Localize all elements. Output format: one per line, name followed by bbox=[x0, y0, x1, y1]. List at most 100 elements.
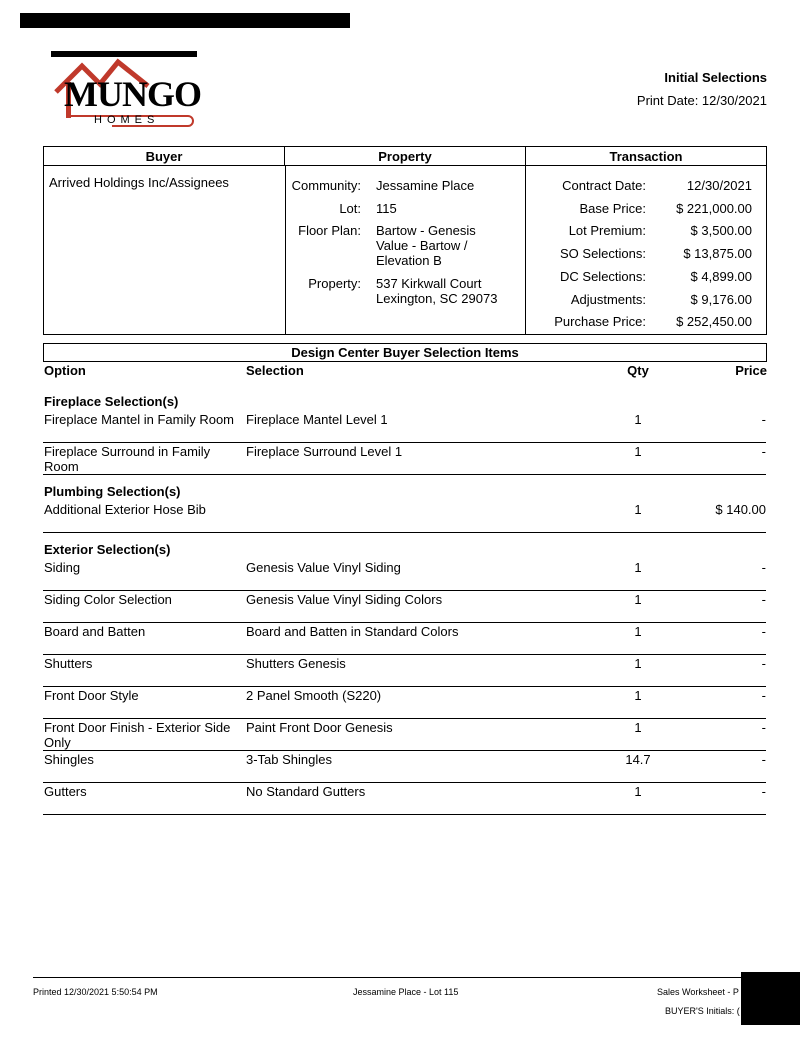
price-cell: - bbox=[761, 784, 766, 799]
buyer-header: Buyer bbox=[44, 147, 285, 166]
transaction-label: Adjustments: bbox=[570, 291, 646, 307]
selection-cell: Genesis Value Vinyl Siding Colors bbox=[246, 592, 443, 607]
qty-cell: 1 bbox=[634, 560, 642, 575]
house-roof-icon bbox=[54, 58, 194, 127]
transaction-label: DC Selections: bbox=[560, 268, 646, 284]
transaction-value: $ 13,875.00 bbox=[683, 246, 752, 262]
price-cell: - bbox=[761, 624, 766, 639]
column-divider bbox=[525, 166, 526, 334]
section-title: Fireplace Selection(s) bbox=[44, 394, 179, 409]
community-value: Jessamine Place bbox=[376, 178, 475, 193]
option-cell: Gutters bbox=[44, 784, 87, 799]
price-cell: - bbox=[761, 444, 766, 459]
logo-text: MUNGO bbox=[64, 74, 202, 114]
footer-right: Sales Worksheet - P bbox=[657, 987, 739, 997]
option-cell: Fireplace Mantel in Family Room bbox=[44, 412, 235, 427]
transaction-value: $ 3,500.00 bbox=[690, 223, 752, 239]
price-cell: - bbox=[761, 592, 766, 607]
footer-divider bbox=[33, 977, 773, 978]
qty-cell: 1 bbox=[634, 720, 642, 735]
option-cell: Front Door Style bbox=[44, 688, 139, 703]
price-cell: - bbox=[761, 688, 766, 703]
property-header: Property bbox=[285, 147, 526, 166]
price-cell: - bbox=[761, 752, 766, 767]
design-center-title: Design Center Buyer Selection Items bbox=[43, 343, 767, 362]
price-cell: $ 140.00 bbox=[715, 502, 766, 517]
section-heading: Exterior Selection(s) bbox=[43, 533, 766, 559]
table-row: Siding Color Selection Genesis Value Vin… bbox=[43, 591, 766, 623]
option-cell: Fireplace Surround in Family Room bbox=[44, 444, 211, 474]
selection-cell: Paint Front Door Genesis bbox=[246, 720, 393, 735]
qty-cell: 14.7 bbox=[625, 752, 651, 767]
price-cell: - bbox=[761, 412, 766, 427]
transaction-label: SO Selections: bbox=[560, 246, 646, 262]
selection-cell: No Standard Gutters bbox=[246, 784, 366, 799]
section-heading: Fireplace Selection(s) bbox=[43, 385, 766, 411]
option-cell: Shingles bbox=[44, 752, 94, 767]
property-label: Lot: bbox=[339, 201, 361, 216]
table-row: Siding Genesis Value Vinyl Siding 1 - bbox=[43, 559, 766, 591]
transaction-label: Contract Date: bbox=[562, 178, 646, 193]
selection-cell: Fireplace Mantel Level 1 bbox=[246, 412, 388, 427]
selection-items: Fireplace Selection(s) Fireplace Mantel … bbox=[43, 385, 766, 815]
table-row: Shutters Shutters Genesis 1 - bbox=[43, 655, 766, 687]
qty-cell: 1 bbox=[634, 656, 642, 671]
transaction-value: $ 252,450.00 bbox=[676, 314, 752, 330]
redaction-bar bbox=[51, 51, 197, 57]
section-title: Plumbing Selection(s) bbox=[44, 484, 181, 499]
table-row: Board and Batten Board and Batten in Sta… bbox=[43, 623, 766, 655]
print-date: Print Date: 12/30/2021 bbox=[636, 93, 767, 108]
document-title: Initial Selections bbox=[664, 70, 767, 85]
selection-cell: 3-Tab Shingles bbox=[246, 752, 332, 767]
footer-center: Jessamine Place - Lot 115 bbox=[353, 987, 459, 997]
transaction-label: Lot Premium: bbox=[568, 223, 646, 239]
section-heading: Plumbing Selection(s) bbox=[43, 475, 766, 501]
option-cell: Siding Color Selection bbox=[44, 592, 172, 607]
summary-table: Buyer Property Transaction Arrived Holdi… bbox=[43, 146, 767, 335]
transaction-label: Base Price: bbox=[579, 200, 646, 216]
transaction-value: $ 4,899.00 bbox=[690, 268, 752, 284]
transaction-label: Purchase Price: bbox=[554, 314, 646, 330]
table-row: Fireplace Surround in Family Room Firepl… bbox=[43, 443, 766, 475]
option-cell: Shutters bbox=[44, 656, 93, 671]
transaction-header: Transaction bbox=[526, 147, 766, 166]
buyer-name: Arrived Holdings Inc/Assignees bbox=[49, 175, 229, 190]
qty-cell: 1 bbox=[634, 502, 642, 517]
qty-cell: 1 bbox=[634, 624, 642, 639]
property-address-value: 537 Kirkwall Court Lexington, SC 29073 bbox=[376, 276, 498, 306]
option-cell: Siding bbox=[44, 560, 81, 575]
transaction-value: $ 9,176.00 bbox=[690, 291, 752, 307]
selection-cell: Fireplace Surround Level 1 bbox=[246, 444, 403, 459]
table-row: Front Door Style 2 Panel Smooth (S220) 1… bbox=[43, 687, 766, 719]
qty-cell: 1 bbox=[634, 784, 642, 799]
table-row: Fireplace Mantel in Family Room Fireplac… bbox=[43, 411, 766, 443]
price-cell: - bbox=[761, 720, 766, 735]
selection-cell: 2 Panel Smooth (S220) bbox=[246, 688, 382, 703]
transaction-value: $ 221,000.00 bbox=[676, 200, 752, 216]
selection-cell: Genesis Value Vinyl Siding bbox=[246, 560, 401, 575]
logo-subtext: HOMES bbox=[94, 114, 160, 126]
qty-cell: 1 bbox=[634, 592, 642, 607]
qty-cell: 1 bbox=[634, 444, 642, 459]
price-cell: - bbox=[761, 560, 766, 575]
redaction-bar bbox=[20, 13, 350, 28]
column-header-selection: Selection bbox=[246, 363, 304, 378]
company-logo: MUNGO HOMES bbox=[52, 58, 202, 128]
lot-value: 115 bbox=[376, 201, 397, 216]
section-title: Exterior Selection(s) bbox=[44, 542, 171, 557]
column-header-price: Price bbox=[735, 363, 767, 378]
footer-initials: BUYER'S Initials: ( bbox=[665, 1006, 740, 1016]
price-cell: - bbox=[761, 656, 766, 671]
property-label: Community: bbox=[291, 178, 361, 193]
selection-cell: Shutters Genesis bbox=[246, 656, 346, 671]
property-label: Property: bbox=[308, 276, 361, 291]
column-header-option: Option bbox=[44, 363, 86, 378]
selection-cell: Board and Batten in Standard Colors bbox=[246, 624, 459, 639]
table-row: Gutters No Standard Gutters 1 - bbox=[43, 783, 766, 815]
footer-printed: Printed 12/30/2021 5:50:54 PM bbox=[33, 987, 158, 997]
qty-cell: 1 bbox=[634, 412, 642, 427]
option-cell: Front Door Finish - Exterior Side Only bbox=[44, 720, 231, 750]
option-cell: Additional Exterior Hose Bib bbox=[44, 502, 206, 517]
property-label: Floor Plan: bbox=[298, 223, 361, 238]
